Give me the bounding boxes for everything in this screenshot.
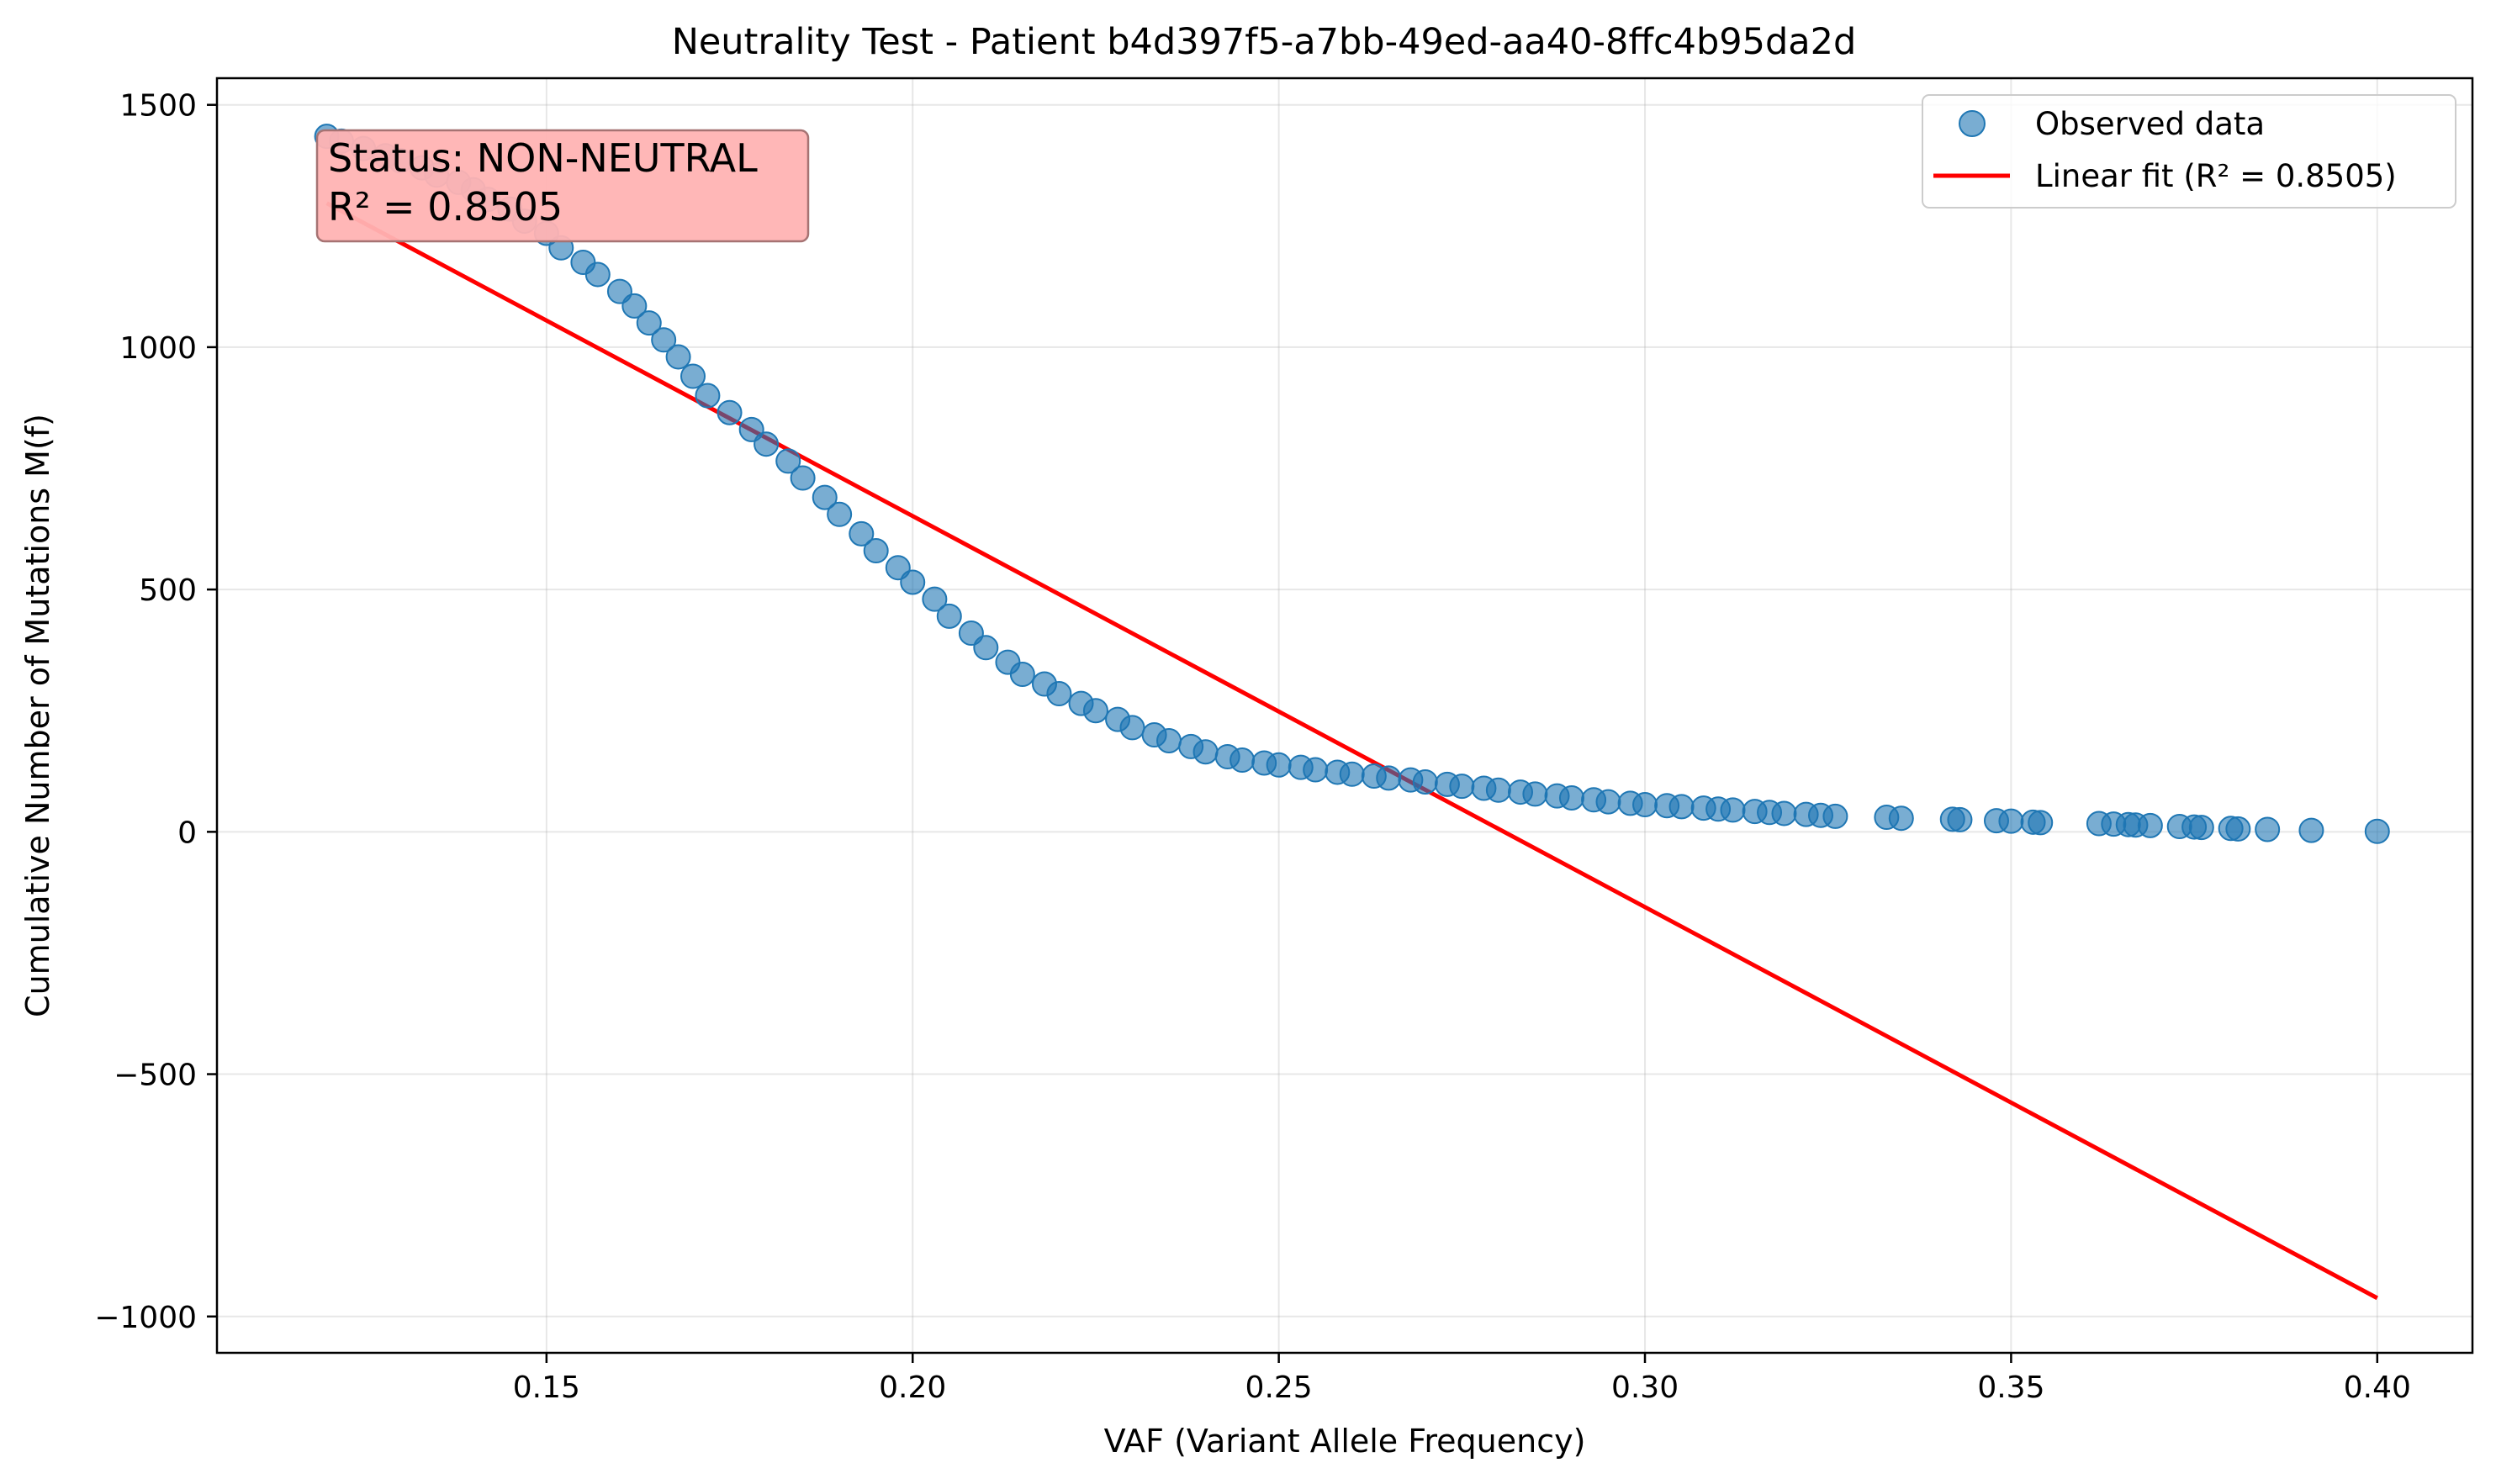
- data-point: [1192, 739, 1219, 765]
- data-point: [1449, 774, 1475, 800]
- data-point: [2188, 815, 2214, 841]
- plot-area-frame: [215, 77, 2474, 1355]
- data-point: [1720, 797, 1746, 823]
- status-annotation-box: [315, 129, 810, 243]
- data-point: [1668, 794, 1695, 820]
- status-annotation: Status: NON-NEUTRAL R² = 0.8505: [315, 129, 810, 243]
- y-tick-label: 1000: [119, 331, 197, 366]
- data-point: [636, 310, 662, 336]
- data-point: [695, 383, 721, 409]
- data-point: [754, 431, 780, 457]
- data-point: [1119, 715, 1145, 741]
- x-axis-ticks: 0.15 0.20 0.25 0.30 0.35 0.40: [513, 1353, 2411, 1405]
- y-tick-label: −1000: [94, 1301, 197, 1335]
- data-point: [665, 344, 691, 370]
- data-point: [2028, 810, 2054, 836]
- data-point: [1339, 761, 1365, 787]
- legend-label-observed: Observed data: [2035, 106, 2265, 142]
- y-tick-label: 0: [177, 816, 197, 850]
- data-point: [936, 603, 962, 629]
- data-point: [584, 261, 611, 288]
- data-point: [1947, 806, 1973, 832]
- y-tick-label: 1500: [119, 89, 197, 124]
- data-point: [2137, 812, 2163, 838]
- x-tick-label: 0.25: [1245, 1370, 1313, 1405]
- grid-lines: [217, 78, 2472, 1353]
- data-point: [680, 363, 706, 389]
- y-axis-ticks: −1000 −500 0 500 1000 1500: [94, 89, 217, 1335]
- data-point: [1632, 792, 1658, 818]
- data-point: [1156, 727, 1182, 753]
- data-point: [1412, 768, 1438, 795]
- data-point: [1522, 781, 1548, 807]
- data-point: [849, 520, 875, 547]
- status-line-2: R² = 0.8505: [328, 184, 563, 230]
- fit-line: [325, 201, 2378, 1301]
- data-point: [1303, 757, 1329, 783]
- data-point: [1771, 800, 1797, 826]
- y-axis-label: Cumulative Number of Mutations M(f): [19, 414, 56, 1017]
- legend-box: [1922, 94, 2456, 209]
- x-tick-label: 0.15: [513, 1370, 580, 1405]
- data-point: [1229, 747, 1256, 774]
- data-point: [717, 399, 743, 425]
- data-point: [1266, 752, 1292, 778]
- data-point: [775, 448, 801, 474]
- status-line-1: Status: NON-NEUTRAL: [328, 135, 758, 181]
- data-point: [1595, 789, 1621, 815]
- legend-scatter-marker: [1959, 110, 1986, 137]
- data-point: [2225, 816, 2251, 842]
- x-tick-label: 0.20: [879, 1370, 946, 1405]
- fit-line-layer: [325, 201, 2378, 1301]
- data-point: [1822, 803, 1848, 829]
- x-tick-label: 0.30: [1611, 1370, 1679, 1405]
- data-point: [790, 465, 816, 491]
- x-tick-label: 0.35: [1977, 1370, 2044, 1405]
- data-point: [1009, 662, 1035, 688]
- data-point: [1485, 777, 1511, 803]
- data-point: [922, 586, 948, 612]
- legend: Observed data Linear fit (R² = 0.8505): [1922, 94, 2456, 209]
- data-point: [900, 569, 926, 595]
- data-point: [812, 484, 838, 510]
- data-point: [2255, 816, 2281, 842]
- legend-label-fit: Linear fit (R² = 0.8505): [2035, 158, 2397, 194]
- x-tick-label: 0.40: [2344, 1370, 2411, 1405]
- x-axis-label: VAF (Variant Allele Frequency): [1104, 1423, 1586, 1460]
- chart-title: Neutrality Test - Patient b4d397f5-a7bb-…: [672, 21, 1857, 63]
- data-point: [973, 635, 999, 661]
- data-point: [621, 293, 648, 319]
- y-tick-label: 500: [139, 573, 197, 608]
- data-point: [2298, 817, 2324, 843]
- data-point: [1998, 808, 2024, 834]
- data-point: [1376, 765, 1402, 791]
- data-point: [2364, 818, 2390, 844]
- y-tick-label: −500: [114, 1059, 197, 1093]
- data-point: [827, 501, 853, 527]
- data-point: [1558, 784, 1584, 811]
- data-point: [1046, 681, 1072, 707]
- data-point: [863, 538, 889, 564]
- data-point: [1082, 698, 1108, 724]
- data-point: [651, 327, 677, 353]
- data-point: [1888, 805, 1914, 832]
